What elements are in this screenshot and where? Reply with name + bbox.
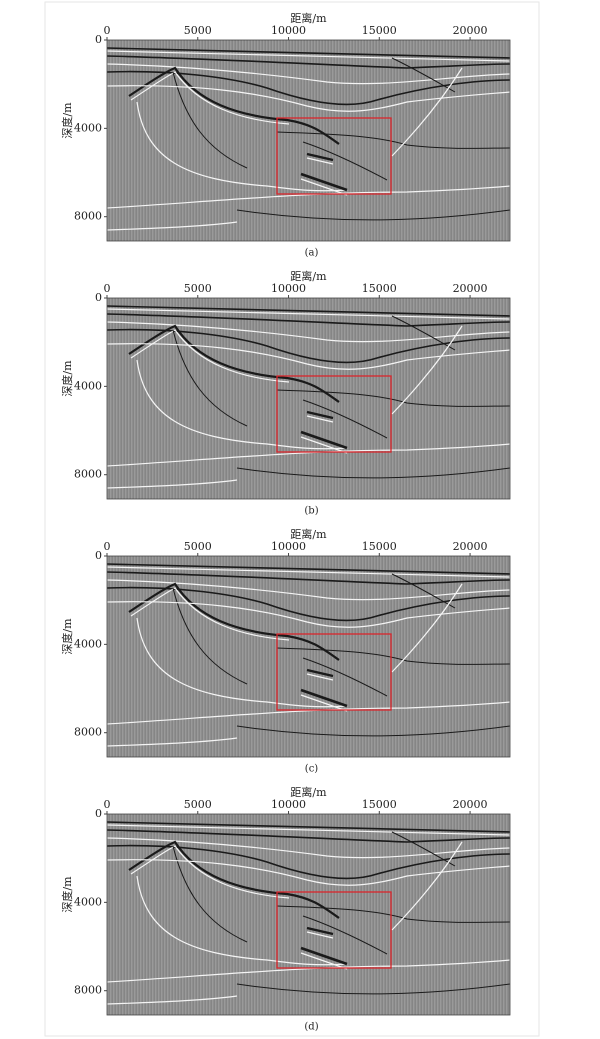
seismic-image xyxy=(105,554,512,759)
y-axis-title: 深度/m xyxy=(60,102,74,139)
caption: (d) xyxy=(304,1022,318,1033)
x-tick-label: 10000 xyxy=(271,798,306,811)
x-tick-label: 5000 xyxy=(184,798,212,811)
x-tick-label: 10000 xyxy=(271,282,306,295)
x-tick-label: 0 xyxy=(104,798,111,811)
plot-frame xyxy=(106,297,511,500)
y-tick-label: 0 xyxy=(95,807,102,820)
x-tick-label: 0 xyxy=(104,282,111,295)
y-tick-label: 4000 xyxy=(74,121,102,134)
caption: (c) xyxy=(305,764,319,775)
figure-border xyxy=(44,1,540,1037)
x-tick-label: 20000 xyxy=(453,282,488,295)
seismic-image xyxy=(105,812,512,1017)
x-tick-label: 15000 xyxy=(362,282,397,295)
seismic-image xyxy=(105,296,512,501)
caption: (a) xyxy=(305,248,319,259)
highlight-box xyxy=(276,117,392,195)
x-tick-label: 15000 xyxy=(362,24,397,37)
x-tick-label: 0 xyxy=(104,24,111,37)
y-tick-label: 0 xyxy=(95,549,102,562)
x-tick-label: 10000 xyxy=(271,540,306,553)
plot-frame xyxy=(106,555,511,758)
x-tick-label: 20000 xyxy=(453,24,488,37)
plot-frame xyxy=(106,813,511,1016)
highlight-box xyxy=(276,633,392,711)
y-tick-label: 8000 xyxy=(74,210,102,223)
x-axis-title: 距离/m xyxy=(290,269,327,283)
x-tick-label: 20000 xyxy=(453,540,488,553)
y-tick-label: 8000 xyxy=(74,468,102,481)
y-axis-title: 深度/m xyxy=(60,876,74,913)
highlight-box xyxy=(276,375,392,453)
y-tick-label: 8000 xyxy=(74,984,102,997)
x-tick-label: 5000 xyxy=(184,282,212,295)
y-tick-label: 8000 xyxy=(74,726,102,739)
y-axis-title: 深度/m xyxy=(60,618,74,655)
x-tick-label: 0 xyxy=(104,540,111,553)
plot-frame xyxy=(106,39,511,242)
y-tick-label: 0 xyxy=(95,33,102,46)
x-axis-title: 距离/m xyxy=(290,785,327,799)
y-axis-title: 深度/m xyxy=(60,360,74,397)
y-tick-label: 4000 xyxy=(74,895,102,908)
x-tick-label: 15000 xyxy=(362,540,397,553)
caption: (b) xyxy=(304,506,318,517)
y-tick-label: 4000 xyxy=(74,379,102,392)
x-tick-label: 5000 xyxy=(184,540,212,553)
x-tick-label: 15000 xyxy=(362,798,397,811)
y-tick-label: 0 xyxy=(95,291,102,304)
x-axis-title: 距离/m xyxy=(290,11,327,25)
seismic-image xyxy=(105,38,512,243)
x-tick-label: 5000 xyxy=(184,24,212,37)
x-axis-title: 距离/m xyxy=(290,527,327,541)
highlight-box xyxy=(276,891,392,969)
y-tick-label: 4000 xyxy=(74,637,102,650)
x-tick-label: 20000 xyxy=(453,798,488,811)
x-tick-label: 10000 xyxy=(271,24,306,37)
